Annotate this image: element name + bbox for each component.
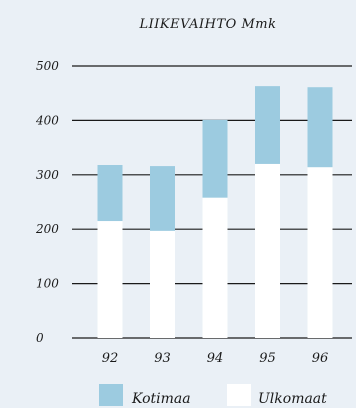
y-tick-label-400: 400 — [35, 113, 59, 127]
legend-swatch-kotimaa — [99, 384, 123, 406]
legend-label-kotimaa: Kotimaa — [131, 391, 191, 407]
bar-ulkomaat-96 — [307, 167, 333, 338]
y-axis-tick-labels: 0 100 200 300 400 500 — [35, 59, 59, 345]
bar-ulkomaat-95 — [255, 163, 280, 338]
bar-ulkomaat-93 — [150, 230, 175, 338]
bar-ulkomaat-92 — [97, 221, 123, 338]
bar-kotimaa-95 — [255, 86, 280, 164]
y-tick-label-300: 300 — [36, 168, 59, 182]
bar-kotimaa-96 — [307, 87, 333, 168]
x-tick-label-94: 94 — [207, 351, 224, 366]
y-tick-label-500: 500 — [36, 59, 59, 73]
bar-kotimaa-93 — [150, 166, 175, 231]
legend-swatch-ulkomaat — [227, 384, 251, 406]
x-axis-tick-labels: 92 93 94 95 96 — [102, 351, 329, 366]
x-tick-label-93: 93 — [154, 351, 171, 366]
bars — [97, 86, 333, 338]
bar-kotimaa-92 — [97, 165, 123, 222]
x-tick-label-95: 95 — [259, 351, 276, 366]
y-tick-label-200: 200 — [35, 222, 59, 236]
y-tick-label-100: 100 — [36, 277, 59, 291]
legend-label-ulkomaat: Ulkomaat — [258, 391, 327, 407]
x-tick-label-96: 96 — [312, 351, 329, 366]
y-tick-label-0: 0 — [36, 331, 44, 345]
chart-title: LIIKEVAIHTO Mmk — [139, 17, 277, 32]
bar-ulkomaat-94 — [202, 197, 228, 338]
bar-kotimaa-94 — [202, 119, 228, 198]
legend: Kotimaa Ulkomaat — [99, 384, 327, 407]
x-tick-label-92: 92 — [102, 351, 119, 366]
